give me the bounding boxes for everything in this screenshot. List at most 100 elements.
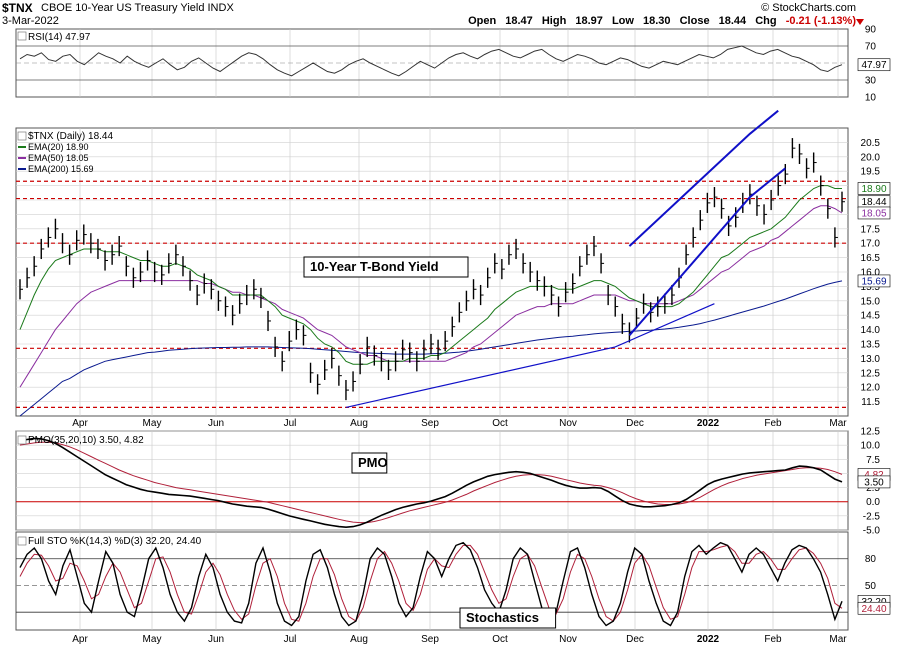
ema20-last: 18.90 [861,184,886,195]
month-label: Sep [421,634,439,645]
rising-trendline [345,303,715,408]
pmo-tick-label: 0.0 [866,497,880,508]
price-tick-label: 15.5 [861,282,881,293]
sto-annotation-box [459,607,557,629]
month-label: Sep [421,418,439,429]
price-tick-label: 19.5 [861,167,881,178]
price-legend-swatch [17,131,27,141]
pmo-line [19,437,843,529]
down-arrow-icon [856,19,864,25]
open-value: 18.47 [505,15,533,27]
low-label: Low [611,15,634,27]
close-last: 18.44 [861,197,886,208]
close-label: Close [679,15,710,27]
month-label: Jun [208,634,224,645]
price-tick-label: 14.5 [861,311,881,322]
rsi-tick-label: 90 [865,25,877,36]
month-label: Oct [492,634,508,645]
legend-entry: EMA(50) 18.05 [28,153,89,163]
sto-d-last-box [857,601,891,615]
pmo-panel: 12.510.07.55.02.50.0-2.5-5.0PMO(35,20,10… [15,427,891,537]
price-tick-label: 13.5 [861,340,881,351]
brand-label: © StockCharts.com [761,2,856,14]
month-labels: Apr May Jun Jul Aug Sep Oct Nov Dec 2022 Feb Mar Apr… [72,418,847,645]
sto-legend-swatch [17,536,27,546]
pmo-signal-last: 4.82 [864,470,884,481]
legend-entry: EMA(200) 15.69 [28,164,94,174]
channel-lower [628,167,786,337]
month-label: Dec [626,418,644,429]
rsi-tick-label: 10 [865,93,877,104]
pmo-last: 3.50 [864,477,884,488]
pmo-tick-label: 7.5 [866,455,880,466]
date-label: 3-Mar-2022 [2,15,59,27]
rsi-tick-label: 70 [865,42,877,53]
price-panel: 11.5 12.0 12.5 13.0 13.5 14.0 14.5 15.0 15.5 16.0… [15,109,891,417]
price-tick-label: 16.5 [861,253,881,264]
month-label: Nov [559,634,577,645]
pmo-tick-label: 12.5 [861,427,881,438]
pmo-tick-label: 10.0 [861,441,881,452]
low-value: 18.30 [643,15,671,27]
high-value: 18.97 [575,15,603,27]
pmo-frame [15,430,849,531]
month-label: Apr [72,418,88,429]
pmo-title: PMO(35,20,10) 3.50, 4.82 [28,435,144,446]
price-tick-label: 13.0 [861,354,881,365]
symbol-label: $TNX [2,1,33,15]
month-label: Dec [626,634,644,645]
month-label: Jun [208,418,224,429]
price-tick-label: 14.0 [861,325,881,336]
pmo-last-box [857,475,891,489]
price-tick-label: 20.5 [861,138,881,149]
month-label: 2022 [697,418,720,429]
pmo-tick-label: -2.5 [863,511,881,522]
month-label: Feb [764,634,782,645]
channel-upper [628,109,779,247]
price-tick-label: 17.0 [861,239,881,250]
sto-d-last: 24.40 [861,604,886,615]
month-label: Jul [284,634,297,645]
month-label: Aug [350,634,368,645]
annotation-label: 10-Year T-Bond Yield [310,259,439,274]
pmo-signal-line [19,441,843,524]
chg-label: Chg [755,15,777,27]
sto-title: Full STO %K(14,3) %D(3) 32.20, 24.40 [28,536,202,547]
high-label: High [541,15,567,27]
rsi-tick-label: 30 [865,76,877,87]
price-tick-label: 12.0 [861,383,881,394]
price-tick-label: 16.0 [861,268,881,279]
rsi-title: RSI(14) 47.97 [28,32,91,43]
sto-d-line [19,544,843,622]
pmo-annotation-box [351,452,388,474]
month-label: Apr [72,634,88,645]
ema20-last-box [857,182,891,195]
annotation-label-box [303,256,469,278]
price-tick-label: 11.5 [861,397,880,408]
rsi-last-value-box [857,58,891,72]
close-value: 18.44 [718,15,747,27]
price-tick-label: 20.0 [861,152,881,163]
month-label: Nov [559,418,577,429]
month-label: Mar [829,418,847,429]
price-title: $TNX (Daily) 18.44 [28,131,113,142]
rsi-line [19,45,843,77]
price-tick-label: 15.0 [861,296,881,307]
sto-frame [15,531,849,631]
chg-value: -0.21 (-1.13%) [785,15,856,27]
month-label: May [143,634,162,645]
month-label: Jul [284,418,297,429]
month-label: Oct [492,418,508,429]
month-label: May [143,418,162,429]
pmo-tick-label: -5.0 [863,526,881,537]
rsi-last-value: 47.97 [861,60,886,71]
ema20-line [19,185,842,365]
ema200-last-box [857,274,891,288]
pmo-tick-label: 2.5 [866,483,880,494]
stochastics-panel: 80 50 Full STO %K(14,3) %D(3) 32.20, 24.40… [15,531,891,631]
sto-tick-label: 80 [865,554,877,565]
rsi-legend-swatch [17,31,27,41]
